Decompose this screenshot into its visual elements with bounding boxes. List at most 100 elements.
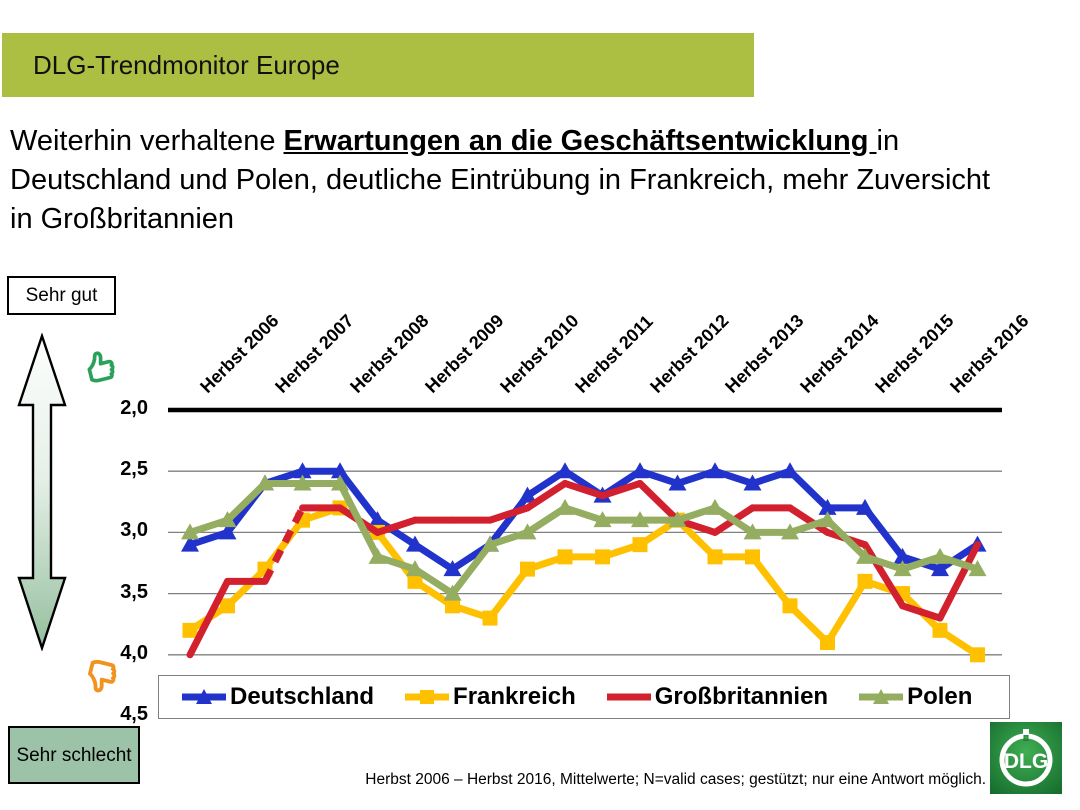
series-segment [486,504,531,524]
data-point-marker [706,462,724,479]
y-axis-label: 3,5 [120,580,148,603]
series-segment [524,479,569,512]
data-point-marker [818,511,837,528]
x-axis-label: Herbst 2011 [571,311,657,397]
double-arrow-shape [17,333,67,651]
thumbs-down-icon [88,659,117,693]
data-point-marker [293,462,312,479]
data-point-marker [181,535,199,552]
headline-emphasis: Erwartungen an die Geschäftsentwicklung [283,125,877,157]
data-point-marker [256,474,274,491]
series-segment [786,516,831,536]
data-point-marker [782,598,798,614]
series-segment [861,541,906,610]
logo-text: DLG [1004,750,1048,773]
data-point-marker [443,560,462,577]
header-bar: DLG-Trendmonitor Europe [2,33,754,97]
y-axis-label: 2,0 [120,397,148,419]
scale-bottom-box: Sehr schlecht [8,726,140,784]
scale-top-label: Sehr gut [25,284,98,306]
series-segment [636,479,681,524]
x-axis-label: Herbst 2012 [646,311,732,397]
series-segment [186,528,231,549]
series-segment [486,528,531,549]
series-segment [561,479,606,500]
data-point-marker [857,573,873,589]
data-point-marker [220,598,235,614]
series-segment [374,553,419,573]
data-point-marker [668,474,687,491]
series-segment [711,467,756,487]
series-segment [336,479,381,561]
x-axis-label: Herbst 2013 [721,311,807,397]
data-point-marker [893,560,912,577]
series-segment [861,504,906,561]
series-segment [486,492,531,549]
header-title: DLG-Trendmonitor Europe [33,49,340,80]
data-point-marker [745,549,760,565]
x-axis-label: Herbst 2008 [346,311,432,397]
data-point-marker [181,523,199,540]
series-segment [674,516,719,536]
footnote-text: Herbst 2006 – Herbst 2016, Mittelwerte; … [365,771,986,788]
data-point-marker [520,561,535,577]
series-segment [899,602,944,622]
series-segment [899,553,944,573]
legend-item-frankreich: Frankreich [404,683,576,711]
data-point-marker [856,498,874,515]
data-point-marker [631,511,649,528]
data-point-marker [707,549,723,565]
data-point-marker [557,549,573,565]
data-point-marker [595,549,610,565]
series-segment [936,541,981,622]
x-axis-label: Herbst 2016 [946,311,1032,397]
legend-item-polen: Polen [858,683,972,711]
series-polen [181,474,987,601]
data-point-marker [368,511,387,528]
data-point-marker [518,523,537,540]
x-axis-label: Herbst 2010 [496,311,582,397]
data-point-marker [218,523,237,540]
series-segment [861,553,906,573]
data-point-marker [406,560,424,577]
scale-top-box: Sehr gut [7,276,116,315]
series-segment [749,467,794,487]
series-segment [561,504,606,524]
data-point-marker [632,537,648,553]
headline-post: in Deutschland und Polen, deutliche Eint… [10,125,991,235]
chart-legend: Deutschland Frankreich Großbritannien Polen [158,675,1010,719]
data-point-marker [368,547,387,564]
legend-item-deutschland: Deutschland [181,683,374,711]
data-point-marker [970,647,985,663]
data-point-marker [518,486,537,503]
data-point-marker [706,498,724,515]
series-segment [449,541,494,598]
series-segment [824,577,869,647]
data-point-marker [668,511,687,528]
scale-bottom-label: Sehr schlecht [16,744,132,766]
dlg-logo: DLG [990,722,1062,794]
legend-label: Deutschland [230,683,375,710]
thumbs-up-icon [87,351,115,383]
y-axis-label: 2,5 [120,458,148,481]
data-point-marker [743,523,762,540]
x-axis-label: Herbst 2007 [271,311,357,397]
data-point-marker [482,610,498,626]
page-title: Weiterhin verhaltene Erwartungen an die … [10,122,1010,239]
legend-label: Polen [907,683,973,710]
series-großbritannien [186,479,981,659]
data-point-marker [968,560,987,577]
data-point-marker [218,511,237,528]
data-point-marker [556,462,574,479]
legend-label: Großbritannien [654,683,829,710]
data-point-marker [631,462,649,479]
data-point-marker [407,573,423,589]
legend-marker [859,689,904,704]
legend-marker [606,693,651,701]
series-segment [186,516,231,536]
series-segment [599,479,644,500]
series-segment [786,504,831,536]
footnote: Herbst 2006 – Herbst 2016, Mittelwerte; … [365,771,986,789]
